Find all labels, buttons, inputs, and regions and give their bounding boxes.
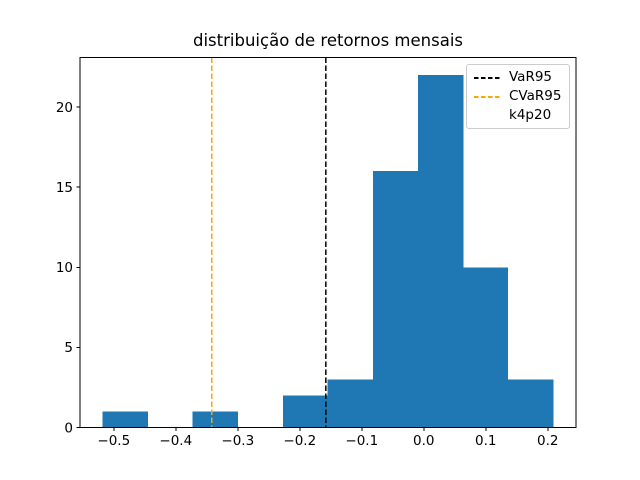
- legend: VaR95 CVaR95 k4p20: [466, 64, 570, 129]
- x-tick-label: −0.5: [97, 433, 130, 449]
- hist-bar: [102, 411, 148, 428]
- axes-spines: [79, 57, 577, 428]
- hist-bar: [192, 411, 238, 428]
- x-tick-label: 0.2: [537, 433, 558, 449]
- y-tick-label: 5: [64, 340, 73, 356]
- y-tick-label: 0: [64, 420, 73, 436]
- empty-legend-handle: [474, 115, 501, 117]
- hist-bar: [418, 75, 464, 428]
- x-tick-label: −0.1: [345, 433, 378, 449]
- legend-label-cvar95: CVaR95: [509, 88, 562, 104]
- x-tick-label: 0.0: [413, 433, 434, 449]
- x-tick-label: −0.2: [283, 433, 316, 449]
- legend-label-var95: VaR95: [509, 69, 553, 85]
- y-tick-label: 10: [56, 260, 73, 276]
- hist-bar: [463, 267, 509, 428]
- hist-bar: [372, 171, 419, 428]
- hist-bar: [508, 379, 554, 428]
- hist-bar: [327, 379, 373, 428]
- cvar95-dashed-line-icon: [474, 95, 501, 98]
- legend-item-cvar95: CVaR95: [474, 89, 562, 104]
- hist-bar: [283, 395, 328, 428]
- y-tick-label: 15: [56, 180, 73, 196]
- legend-item-k4p20: k4p20: [474, 108, 562, 123]
- legend-item-var95: VaR95: [474, 70, 562, 85]
- var95-dashed-line-icon: [474, 76, 501, 79]
- x-tick-label: 0.1: [475, 433, 496, 449]
- y-tick-label: 20: [56, 100, 73, 116]
- x-tick-label: −0.3: [221, 433, 254, 449]
- x-tick-label: −0.4: [159, 433, 192, 449]
- chart-title: distribuição de retornos mensais: [193, 31, 463, 50]
- legend-label-k4p20: k4p20: [509, 107, 552, 123]
